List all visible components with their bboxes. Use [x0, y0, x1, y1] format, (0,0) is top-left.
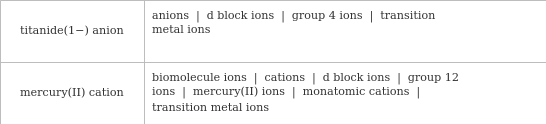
Text: anions  |  d block ions  |  group 4 ions  |  transition
metal ions: anions | d block ions | group 4 ions | t…: [152, 10, 435, 35]
Text: titanide(1−) anion: titanide(1−) anion: [20, 26, 124, 36]
Text: biomolecule ions  |  cations  |  d block ions  |  group 12
ions  |  mercury(II) : biomolecule ions | cations | d block ion…: [152, 72, 459, 113]
Text: mercury(II) cation: mercury(II) cation: [20, 88, 124, 98]
